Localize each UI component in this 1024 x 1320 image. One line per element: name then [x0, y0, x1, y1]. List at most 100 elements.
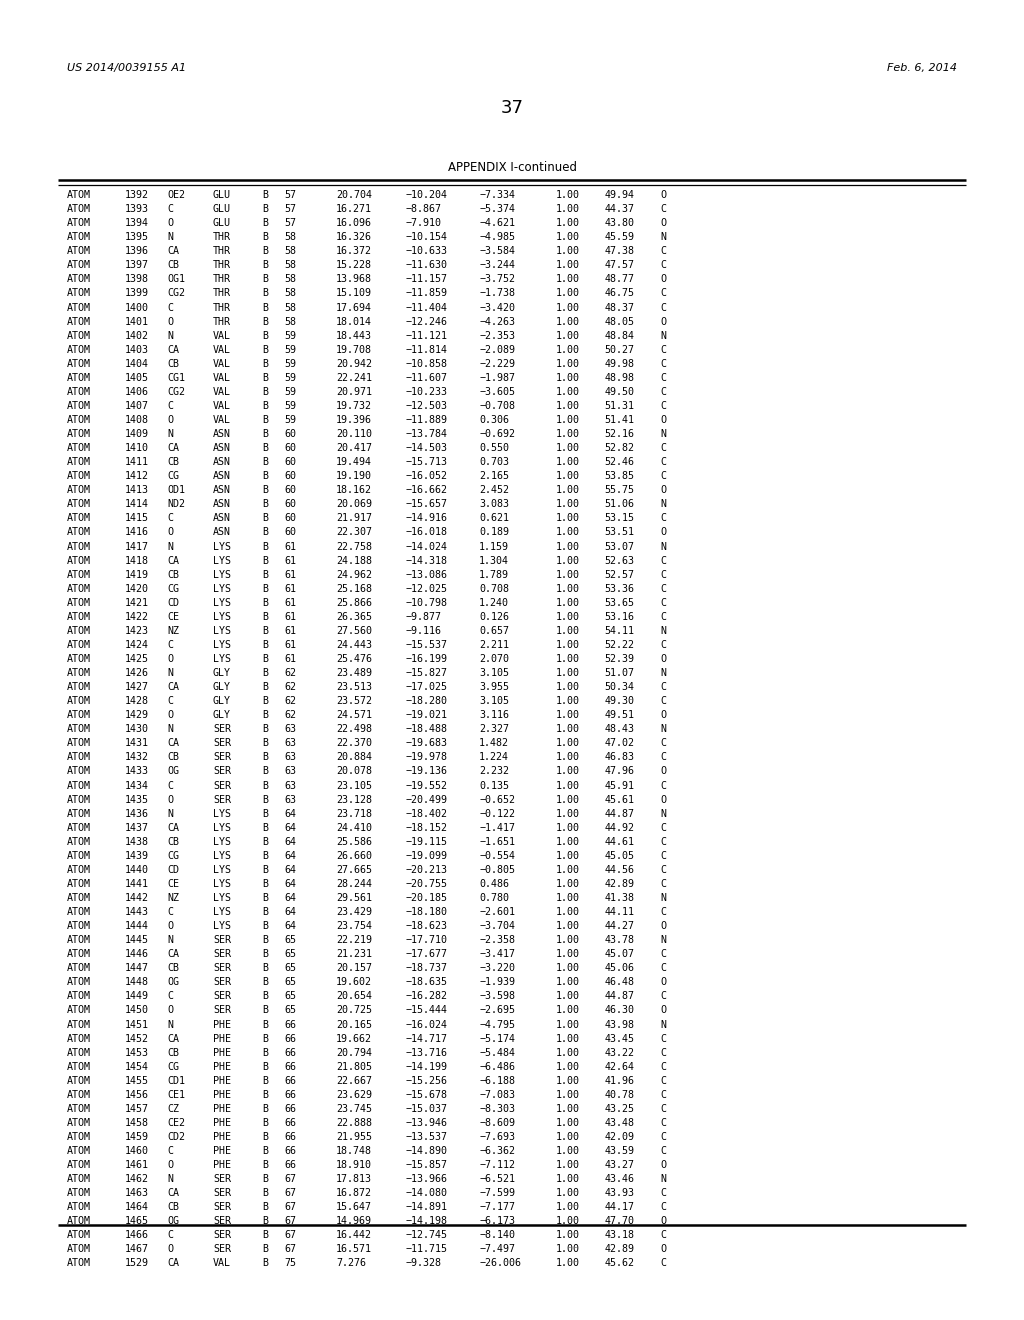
Text: −14.503: −14.503: [406, 444, 447, 453]
Text: 1.00: 1.00: [556, 1258, 580, 1269]
Text: B: B: [262, 1076, 268, 1086]
Text: 58: 58: [285, 260, 297, 271]
Text: −10.858: −10.858: [406, 359, 447, 368]
Text: ASN: ASN: [213, 499, 231, 510]
Text: −2.601: −2.601: [479, 907, 515, 917]
Text: CD: CD: [167, 598, 179, 607]
Text: 1.00: 1.00: [556, 528, 580, 537]
Text: PHE: PHE: [213, 1146, 231, 1156]
Text: 18.162: 18.162: [336, 486, 372, 495]
Text: ATOM: ATOM: [67, 359, 90, 368]
Text: −20.213: −20.213: [406, 865, 447, 875]
Text: 1.00: 1.00: [556, 541, 580, 552]
Text: C: C: [660, 444, 667, 453]
Text: −15.857: −15.857: [406, 1160, 447, 1170]
Text: 52.46: 52.46: [604, 457, 634, 467]
Text: −3.752: −3.752: [479, 275, 515, 284]
Text: O: O: [660, 317, 667, 326]
Text: O: O: [167, 528, 173, 537]
Text: 1.00: 1.00: [556, 232, 580, 243]
Text: 23.105: 23.105: [336, 780, 372, 791]
Text: CA: CA: [167, 682, 179, 692]
Text: O: O: [660, 653, 667, 664]
Text: 64: 64: [285, 865, 297, 875]
Text: 1456: 1456: [125, 1090, 148, 1100]
Text: 1.00: 1.00: [556, 1118, 580, 1127]
Text: B: B: [262, 1061, 268, 1072]
Text: 1.00: 1.00: [556, 879, 580, 888]
Text: 1.304: 1.304: [479, 556, 509, 565]
Text: C: C: [660, 1048, 667, 1057]
Text: 22.888: 22.888: [336, 1118, 372, 1127]
Text: 44.56: 44.56: [604, 865, 634, 875]
Text: N: N: [167, 541, 173, 552]
Text: B: B: [262, 682, 268, 692]
Text: 65: 65: [285, 977, 297, 987]
Text: ATOM: ATOM: [67, 1104, 90, 1114]
Text: C: C: [660, 1104, 667, 1114]
Text: B: B: [262, 317, 268, 326]
Text: ATOM: ATOM: [67, 1118, 90, 1127]
Text: ATOM: ATOM: [67, 513, 90, 524]
Text: ATOM: ATOM: [67, 528, 90, 537]
Text: −8.303: −8.303: [479, 1104, 515, 1114]
Text: −17.710: −17.710: [406, 935, 447, 945]
Text: 1.00: 1.00: [556, 275, 580, 284]
Text: 52.82: 52.82: [604, 444, 634, 453]
Text: 1399: 1399: [125, 289, 148, 298]
Text: PHE: PHE: [213, 1133, 231, 1142]
Text: 48.43: 48.43: [604, 725, 634, 734]
Text: 1436: 1436: [125, 809, 148, 818]
Text: C: C: [167, 780, 173, 791]
Text: B: B: [262, 247, 268, 256]
Text: 64: 64: [285, 879, 297, 888]
Text: −3.220: −3.220: [479, 964, 515, 973]
Text: B: B: [262, 1048, 268, 1057]
Text: N: N: [660, 626, 667, 636]
Text: 1.00: 1.00: [556, 991, 580, 1002]
Text: ATOM: ATOM: [67, 372, 90, 383]
Text: SER: SER: [213, 795, 231, 805]
Text: 66: 66: [285, 1160, 297, 1170]
Text: ATOM: ATOM: [67, 725, 90, 734]
Text: 1449: 1449: [125, 991, 148, 1002]
Text: 24.188: 24.188: [336, 556, 372, 565]
Text: −16.662: −16.662: [406, 486, 447, 495]
Text: −20.185: −20.185: [406, 892, 447, 903]
Text: B: B: [262, 725, 268, 734]
Text: 48.05: 48.05: [604, 317, 634, 326]
Text: ATOM: ATOM: [67, 795, 90, 805]
Text: B: B: [262, 345, 268, 355]
Text: CA: CA: [167, 949, 179, 960]
Text: 65: 65: [285, 935, 297, 945]
Text: −15.657: −15.657: [406, 499, 447, 510]
Text: 53.65: 53.65: [604, 598, 634, 607]
Text: 66: 66: [285, 1061, 297, 1072]
Text: THR: THR: [213, 289, 231, 298]
Text: B: B: [262, 1258, 268, 1269]
Text: 1.00: 1.00: [556, 471, 580, 482]
Text: B: B: [262, 570, 268, 579]
Text: 1.00: 1.00: [556, 1175, 580, 1184]
Text: CA: CA: [167, 738, 179, 748]
Text: 59: 59: [285, 401, 297, 411]
Text: 53.16: 53.16: [604, 612, 634, 622]
Text: 1444: 1444: [125, 921, 148, 931]
Text: B: B: [262, 653, 268, 664]
Text: 22.370: 22.370: [336, 738, 372, 748]
Text: B: B: [262, 752, 268, 763]
Text: 50.27: 50.27: [604, 345, 634, 355]
Text: 23.629: 23.629: [336, 1090, 372, 1100]
Text: −7.112: −7.112: [479, 1160, 515, 1170]
Text: C: C: [660, 1203, 667, 1212]
Text: 2.165: 2.165: [479, 471, 509, 482]
Text: 63: 63: [285, 795, 297, 805]
Text: 1.00: 1.00: [556, 1061, 580, 1072]
Text: 1.00: 1.00: [556, 401, 580, 411]
Text: GLY: GLY: [213, 696, 231, 706]
Text: 1.00: 1.00: [556, 1203, 580, 1212]
Text: −6.362: −6.362: [479, 1146, 515, 1156]
Text: 65: 65: [285, 949, 297, 960]
Text: O: O: [660, 1006, 667, 1015]
Text: C: C: [660, 345, 667, 355]
